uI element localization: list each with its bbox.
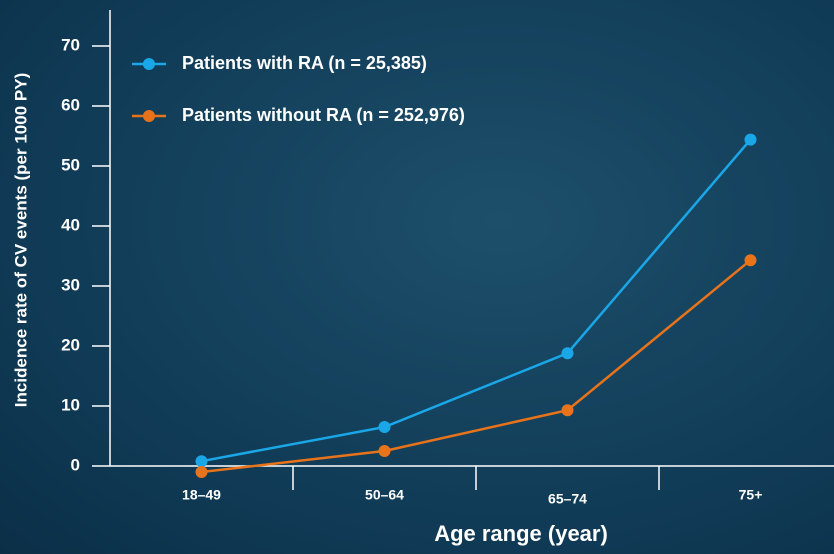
legend-label: Patients with RA (n = 25,385): [182, 53, 427, 73]
y-tick-label: 70: [61, 35, 80, 54]
data-point: [561, 347, 574, 360]
data-point: [744, 133, 757, 146]
legend-marker: [143, 58, 155, 70]
legend-marker: [143, 110, 155, 122]
x-tick-label: 65–74: [548, 491, 587, 507]
series-line: [201, 138, 752, 463]
series-line: [201, 259, 752, 474]
y-tick-label: 20: [61, 335, 80, 354]
y-tick-label: 50: [61, 155, 80, 174]
data-point: [195, 466, 208, 478]
legend-label: Patients without RA (n = 252,976): [182, 105, 465, 125]
x-tick-label: 18–49: [182, 487, 221, 503]
y-tick-label: 0: [71, 455, 80, 474]
data-point: [561, 404, 574, 417]
x-axis-title: Age range (year): [434, 521, 608, 546]
y-tick-label: 40: [61, 215, 80, 234]
data-point: [378, 445, 391, 457]
y-tick-label: 60: [61, 95, 80, 114]
y-tick-label: 30: [61, 275, 80, 294]
y-axis-title: Incidence rate of CV events (per 1000 PY…: [11, 73, 30, 407]
y-tick-label: 10: [61, 395, 80, 414]
data-point: [744, 254, 757, 267]
data-point: [378, 421, 391, 433]
x-tick-label: 50–64: [365, 487, 404, 503]
data-point: [195, 455, 208, 468]
x-tick-label: 75+: [739, 487, 763, 503]
